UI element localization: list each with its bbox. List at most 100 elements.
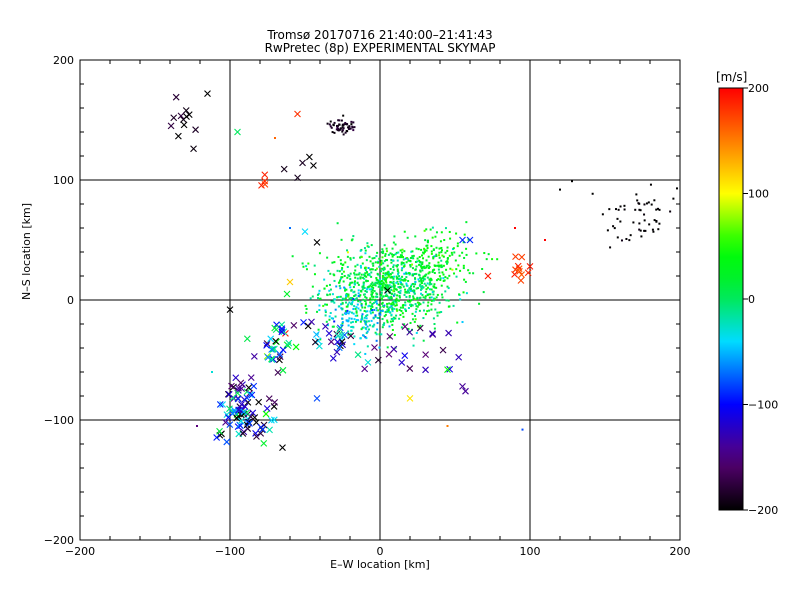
data-point-dot — [348, 317, 351, 320]
data-point-dot — [424, 297, 427, 300]
data-point-dot — [340, 324, 343, 327]
data-point-dot — [398, 286, 401, 289]
data-point-dot — [380, 297, 383, 300]
data-point-dot — [430, 278, 433, 281]
data-point-dot — [380, 263, 383, 266]
data-point-dot — [430, 296, 433, 299]
data-point-dot — [401, 267, 404, 270]
data-point-x — [335, 344, 343, 352]
data-point-x — [294, 110, 301, 118]
data-point-dot — [305, 307, 308, 310]
data-point-dot — [316, 293, 319, 296]
data-point-dot — [429, 277, 432, 280]
data-point-x — [416, 324, 424, 332]
data-point-dot — [388, 311, 391, 314]
data-point-dot — [372, 295, 375, 298]
data-point-dot — [393, 294, 396, 297]
data-point-dot — [391, 255, 394, 258]
y-tick-label: 100 — [53, 174, 74, 187]
data-point-dot — [392, 282, 395, 285]
data-point-dot — [429, 293, 432, 296]
data-point-x — [240, 408, 248, 416]
data-point-dot — [435, 246, 438, 249]
data-point-dot — [333, 261, 336, 264]
data-point-dot — [437, 278, 440, 281]
data-point-dot — [426, 276, 429, 279]
data-point-dot — [370, 319, 373, 322]
data-point-dot — [367, 328, 370, 331]
data-point-dot — [459, 269, 462, 272]
data-point-dot — [350, 317, 353, 320]
data-point-dot — [383, 276, 386, 279]
data-point-dot — [376, 322, 379, 325]
chart-subtitle: RwPretec (8p) EXPERIMENTAL SKYMAP — [264, 41, 496, 55]
data-point-dot — [439, 264, 442, 267]
data-point-x — [216, 427, 223, 435]
data-point-dot — [386, 319, 389, 322]
data-point-dot — [369, 297, 372, 300]
data-point-dot — [651, 228, 654, 231]
data-point-dot — [559, 188, 561, 191]
data-point-dot — [350, 325, 353, 328]
data-point-dot — [461, 321, 464, 324]
data-point-dot — [438, 254, 441, 257]
data-point-x — [286, 278, 294, 286]
data-point-dot — [370, 304, 373, 307]
data-point-dot — [391, 328, 394, 331]
data-point-dot — [330, 317, 333, 320]
data-point-dot — [371, 284, 374, 287]
data-point-dot — [362, 326, 365, 329]
data-point-dot — [363, 299, 366, 302]
data-point-dot — [350, 123, 353, 126]
data-point-dot — [380, 298, 383, 301]
data-point-x — [271, 324, 279, 332]
data-point-dot — [397, 278, 400, 281]
data-point-dot — [392, 303, 395, 306]
data-point-dot — [420, 267, 423, 270]
data-point-dot — [365, 280, 368, 283]
data-point-dot — [368, 255, 371, 258]
data-point-dot — [613, 227, 616, 230]
data-point-dot — [397, 286, 400, 289]
data-point-dot — [411, 250, 414, 253]
data-point-x — [429, 330, 436, 337]
data-point-dot — [360, 304, 363, 307]
data-point-dot — [440, 284, 443, 287]
data-point-dot — [423, 309, 426, 312]
data-point-dot — [361, 288, 364, 291]
data-point-dot — [359, 249, 362, 252]
data-point-x — [235, 406, 242, 414]
data-point-dot — [391, 306, 394, 309]
data-point-dot — [338, 123, 341, 126]
data-point-dot — [415, 265, 418, 268]
data-point-dot — [357, 289, 360, 292]
data-point-dot — [396, 265, 399, 268]
data-point-dot — [421, 285, 424, 288]
data-point-dot — [411, 318, 414, 321]
data-point-dot — [345, 295, 348, 298]
data-point-dot — [637, 202, 640, 205]
data-point-x — [262, 410, 270, 418]
data-point-dot — [384, 253, 387, 256]
data-point-dot — [420, 279, 423, 282]
data-point-dot — [463, 233, 466, 236]
data-point-dot — [408, 295, 411, 298]
data-point-dot — [465, 253, 468, 256]
data-point-dot — [309, 297, 312, 300]
data-point-x — [455, 353, 463, 361]
data-point-x — [325, 330, 333, 337]
data-point-dot — [350, 321, 353, 324]
data-point-dot — [420, 277, 423, 280]
data-point-dot — [467, 269, 470, 272]
data-point-dot — [344, 297, 347, 300]
data-point-dot — [385, 277, 388, 280]
data-point-dot — [423, 247, 426, 250]
data-point-dot — [418, 280, 421, 283]
data-point-x — [216, 401, 224, 408]
data-point-dot — [387, 296, 390, 299]
data-point-dot — [357, 292, 360, 295]
data-point-dot — [444, 290, 447, 293]
data-point-dot — [341, 313, 344, 316]
data-point-dot — [655, 208, 658, 211]
data-point-x — [237, 417, 245, 425]
